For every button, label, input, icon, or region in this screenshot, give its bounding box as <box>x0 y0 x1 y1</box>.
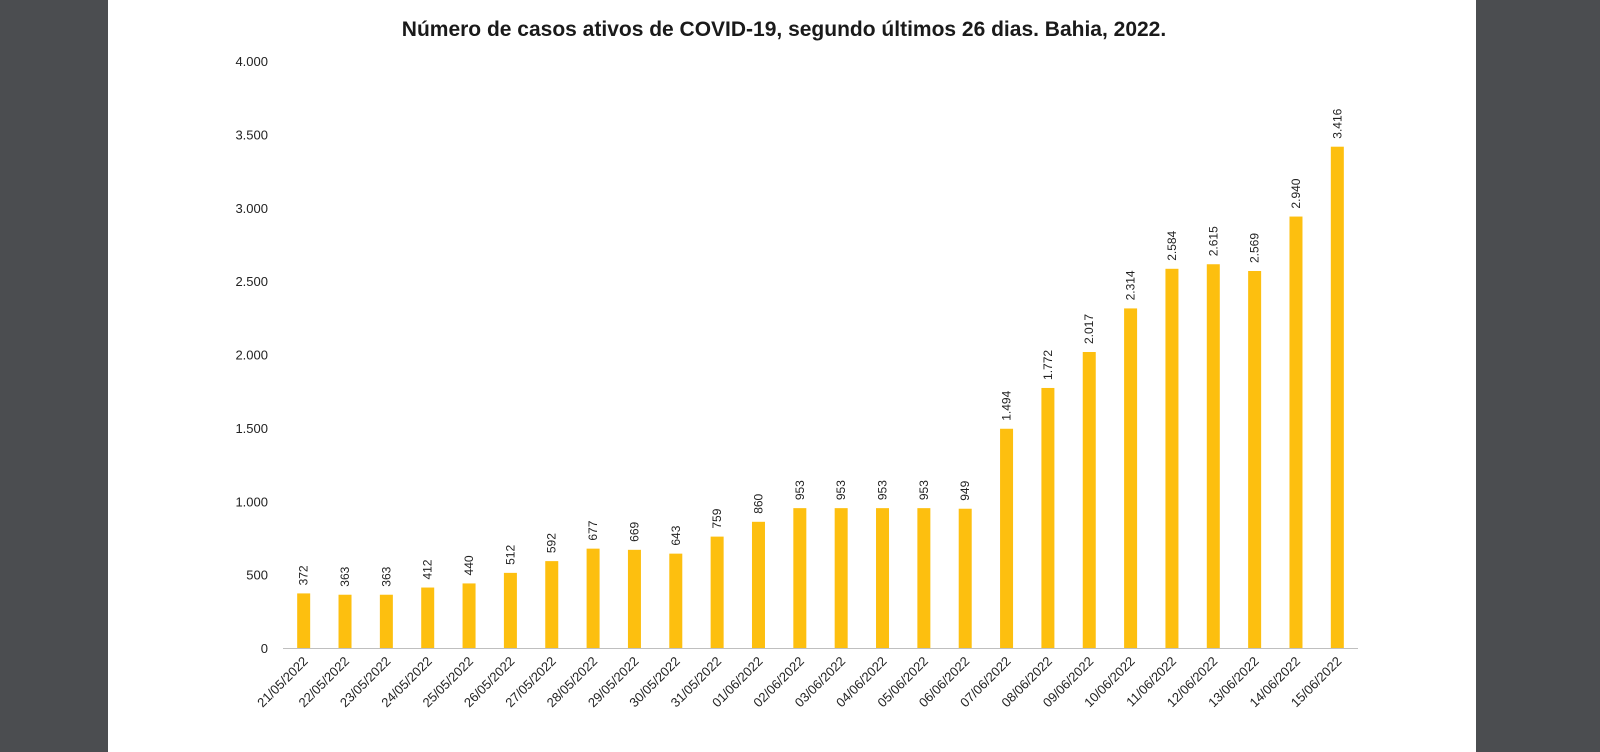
data-label: 592 <box>545 533 559 553</box>
bar <box>503 572 517 648</box>
data-label: 1.772 <box>1041 350 1055 380</box>
data-label: 860 <box>751 493 765 513</box>
bar <box>421 587 435 648</box>
data-label: 2.584 <box>1165 230 1179 260</box>
bar <box>958 508 972 648</box>
bar <box>751 521 765 648</box>
data-label: 440 <box>462 555 476 575</box>
data-label: 669 <box>627 521 641 541</box>
bar <box>917 508 931 648</box>
y-tick-label: 2.000 <box>235 348 268 363</box>
data-label: 363 <box>379 566 393 586</box>
data-label: 953 <box>793 480 807 500</box>
chart-title: Número de casos ativos de COVID-19, segu… <box>402 18 1166 41</box>
data-label: 363 <box>338 566 352 586</box>
bar <box>1000 428 1014 648</box>
data-label: 372 <box>297 565 311 585</box>
bar <box>1206 264 1220 648</box>
data-label: 953 <box>876 480 890 500</box>
y-tick-label: 1.000 <box>235 494 268 509</box>
data-label: 759 <box>710 508 724 528</box>
data-label: 412 <box>421 559 435 579</box>
document-page: Número de casos ativos de COVID-19, segu… <box>108 0 1476 752</box>
bar <box>834 508 848 648</box>
data-label: 2.314 <box>1124 270 1138 300</box>
bar <box>1041 387 1055 648</box>
data-label: 953 <box>917 480 931 500</box>
bar <box>1124 308 1138 648</box>
bar <box>1082 352 1096 648</box>
bar <box>462 583 476 648</box>
data-label: 677 <box>586 520 600 540</box>
y-tick-label: 500 <box>246 568 268 583</box>
bar <box>297 593 311 648</box>
y-tick-label: 4.000 <box>235 54 268 69</box>
y-axis: 0 500 1.000 1.500 2.000 2.500 3.000 3.500 4.000 <box>235 54 268 656</box>
bar <box>1289 216 1303 648</box>
data-labels: 372 363 363 412 440 512 592 677 669 643 759 860 953 9… <box>297 108 1345 586</box>
y-tick-label: 2.500 <box>235 274 268 289</box>
bar <box>586 548 600 648</box>
x-axis: 21/05/202222/05/202223/05/202224/05/2022… <box>254 648 1358 710</box>
bar <box>876 508 890 648</box>
bar <box>1248 270 1262 648</box>
data-label: 3.416 <box>1330 108 1344 138</box>
bar <box>1165 268 1179 648</box>
data-label: 2.017 <box>1082 314 1096 344</box>
bar <box>669 553 683 648</box>
bar <box>1330 146 1344 648</box>
y-tick-label: 3.500 <box>235 127 268 142</box>
data-label: 949 <box>958 480 972 500</box>
bar <box>710 536 724 648</box>
data-label: 643 <box>669 525 683 545</box>
bar <box>338 594 352 648</box>
data-label: 512 <box>503 545 517 565</box>
data-label: 1.494 <box>1000 390 1014 420</box>
y-tick-label: 3.000 <box>235 201 268 216</box>
bar <box>545 561 559 648</box>
data-label: 2.615 <box>1206 226 1220 256</box>
bar <box>627 549 641 648</box>
y-tick-label: 0 <box>261 641 268 656</box>
bars <box>297 146 1344 648</box>
bar-chart: Número de casos ativos de COVID-19, segu… <box>235 18 1358 710</box>
data-label: 2.569 <box>1248 233 1262 263</box>
data-label: 2.940 <box>1289 178 1303 208</box>
data-label: 953 <box>834 480 848 500</box>
bar <box>379 594 393 648</box>
bar <box>793 508 807 648</box>
y-tick-label: 1.500 <box>235 421 268 436</box>
